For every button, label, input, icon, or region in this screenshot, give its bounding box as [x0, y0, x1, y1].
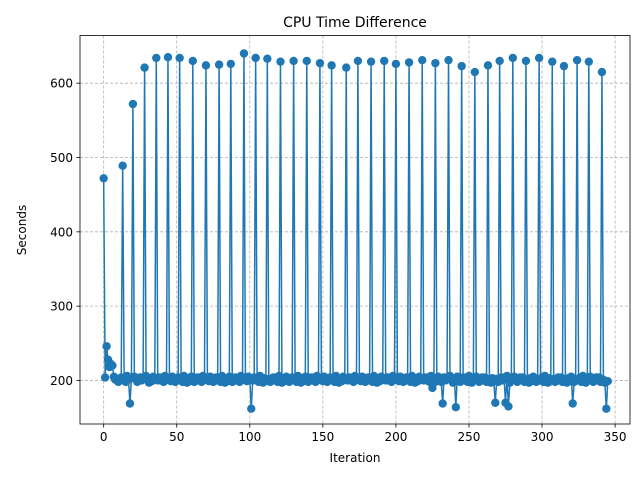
data-point — [251, 53, 260, 63]
data-point — [426, 371, 436, 381]
data-point — [163, 53, 173, 62]
data-point — [431, 58, 440, 68]
data-point — [108, 361, 117, 370]
x-axis-label: Iteration — [330, 451, 381, 465]
data-point — [602, 404, 611, 413]
y-tick-label: 300 — [50, 300, 73, 314]
data-point — [366, 57, 376, 66]
data-point — [508, 53, 518, 63]
data-point — [451, 403, 461, 412]
data-point — [548, 57, 557, 66]
data-point — [568, 399, 577, 408]
y-axis-label: Seconds — [15, 205, 29, 255]
y-tick-label: 600 — [50, 77, 73, 91]
data-point — [603, 377, 612, 386]
data-point — [175, 53, 184, 63]
data-point — [263, 54, 272, 63]
x-tick-label: 100 — [238, 430, 261, 444]
data-point — [276, 57, 285, 66]
data-point — [315, 58, 325, 68]
x-axis: 0 50 100 150 200 250 300 350 — [100, 424, 627, 444]
data-point — [327, 61, 336, 70]
data-point — [140, 63, 149, 72]
data-point — [125, 399, 135, 408]
data-point — [597, 67, 607, 77]
x-tick-label: 50 — [169, 430, 184, 444]
data-point — [584, 57, 593, 66]
data-point — [102, 342, 111, 351]
data-point — [404, 58, 414, 67]
y-axis: 200 300 400 500 600 — [50, 77, 80, 388]
data-point — [521, 56, 531, 66]
data-point — [380, 56, 389, 66]
data-point — [483, 61, 493, 70]
y-tick-label: 400 — [50, 225, 73, 239]
data-point — [188, 56, 198, 66]
data-point — [559, 61, 569, 71]
data-point — [495, 56, 504, 66]
data-point — [214, 60, 224, 69]
x-tick-label: 0 — [100, 430, 108, 444]
data-point — [534, 53, 544, 63]
data-point — [342, 63, 351, 72]
data-point — [99, 174, 108, 183]
series-cpu-time — [99, 49, 612, 413]
y-tick-label: 500 — [50, 151, 73, 165]
data-point — [247, 404, 256, 413]
data-point — [457, 61, 466, 71]
data-point — [504, 402, 513, 411]
data-point — [470, 67, 480, 77]
plot-frame — [79, 35, 631, 425]
data-point — [239, 49, 249, 58]
x-tick-label: 300 — [531, 430, 554, 444]
x-tick-label: 200 — [384, 430, 407, 444]
data-point — [353, 56, 363, 66]
data-point — [118, 161, 127, 170]
data-point — [444, 55, 453, 65]
x-tick-label: 350 — [604, 430, 627, 444]
chart-title: CPU Time Difference — [283, 15, 427, 31]
data-point — [391, 59, 401, 69]
x-tick-label: 150 — [311, 430, 334, 444]
x-tick-label: 250 — [458, 430, 481, 444]
data-point — [302, 56, 311, 66]
data-point — [418, 55, 427, 65]
data-point — [100, 373, 110, 382]
y-tick-label: 200 — [50, 374, 73, 388]
data-point — [201, 61, 211, 70]
data-point — [572, 55, 582, 65]
data-point — [128, 99, 138, 109]
data-point — [438, 399, 447, 408]
data-point — [491, 398, 500, 407]
data-point — [226, 59, 235, 69]
data-point — [152, 53, 161, 63]
data-point — [289, 56, 298, 66]
